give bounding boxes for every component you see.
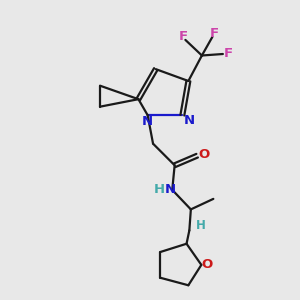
Text: N: N [164,183,175,196]
Text: N: N [183,114,194,127]
Text: O: O [198,148,209,161]
Text: F: F [178,30,188,44]
Text: H: H [154,183,165,196]
Text: F: F [210,27,219,40]
Text: N: N [142,115,153,128]
Text: F: F [224,47,233,61]
Text: O: O [202,258,213,272]
Text: H: H [196,219,206,232]
